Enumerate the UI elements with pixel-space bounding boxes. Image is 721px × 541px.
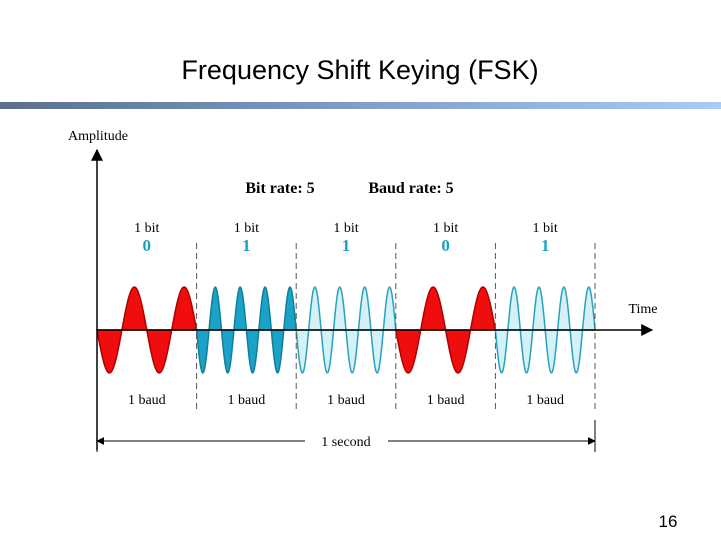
page-number: 16 (659, 512, 678, 531)
bit-value: 1 (541, 236, 550, 255)
baud-label: 1 baud (427, 393, 465, 408)
baud-label: 1 baud (327, 393, 365, 408)
baud-label: 1 baud (228, 393, 266, 408)
baud-label: 1 baud (128, 393, 166, 408)
bit-label: 1 bit (234, 221, 259, 236)
bit-label: 1 bit (333, 221, 358, 236)
bit-value: 1 (242, 236, 251, 255)
x-axis-label: Time (628, 302, 657, 317)
slide-title: Frequency Shift Keying (FSK) (181, 55, 538, 85)
title-bar (0, 102, 721, 109)
duration-label: 1 second (321, 435, 370, 450)
bit-label: 1 bit (433, 221, 458, 236)
bit-value: 0 (143, 236, 152, 255)
bit-label: 1 bit (533, 221, 558, 236)
bit-value: 0 (441, 236, 450, 255)
bit-label: 1 bit (134, 221, 159, 236)
y-axis-label: Amplitude (68, 129, 128, 144)
baud-label: 1 baud (526, 393, 564, 408)
bit-value: 1 (342, 236, 351, 255)
bit-rate: Bit rate: 5 (245, 180, 314, 197)
baud-rate: Baud rate: 5 (368, 180, 453, 197)
